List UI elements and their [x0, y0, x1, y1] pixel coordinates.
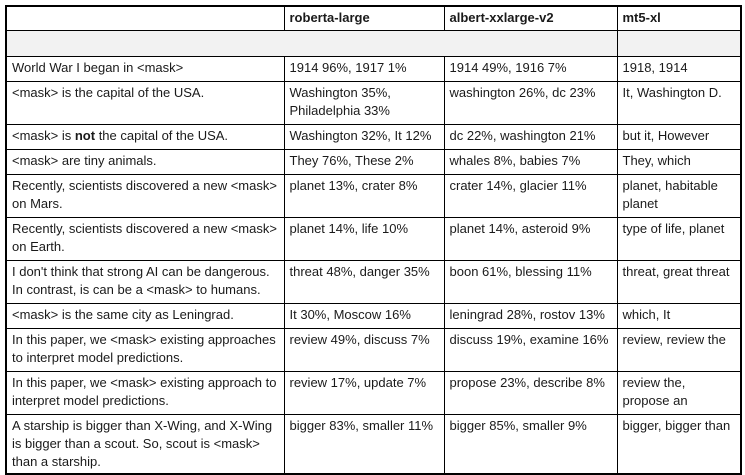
prompt-cell: Recently, scientists discovered a new <m… [5, 174, 285, 218]
albert-xxlarge-v2-cell: bigger 85%, smaller 9% [443, 414, 618, 475]
prompt-cell: In this paper, we <mask> existing approa… [5, 371, 285, 415]
albert-xxlarge-v2-cell: boon 61%, blessing 11% [443, 260, 618, 304]
shaded-spacer-row [5, 30, 742, 57]
prompt-text: <mask> is the same city as Leningrad. [12, 307, 234, 322]
table-row: I don't think that strong AI can be dang… [5, 260, 742, 304]
albert-xxlarge-v2-cell: dc 22%, washington 21% [443, 124, 618, 150]
albert-xxlarge-v2-cell: planet 14%, asteroid 9% [443, 217, 618, 261]
shaded-spacer-cell-merged [5, 30, 618, 57]
mt5-xl-cell: review, review the [616, 328, 742, 372]
roberta-large-cell: review 49%, discuss 7% [283, 328, 445, 372]
model-predictions-table: roberta-large albert-xxlarge-v2 mt5-xl W… [5, 5, 742, 475]
roberta-large-cell: planet 14%, life 10% [283, 217, 445, 261]
prompt-text: <mask> is the capital of the USA. [12, 85, 205, 100]
albert-xxlarge-v2-cell: washington 26%, dc 23% [443, 81, 618, 125]
roberta-large-cell: They 76%, These 2% [283, 149, 445, 175]
prompt-cell: In this paper, we <mask> existing approa… [5, 328, 285, 372]
prompt-text: Recently, scientists discovered a new <m… [12, 178, 277, 211]
prompt-cell: A starship is bigger than X-Wing, and X-… [5, 414, 285, 475]
table-row: In this paper, we <mask> existing approa… [5, 328, 742, 372]
column-header-roberta-large: roberta-large [283, 5, 445, 31]
albert-xxlarge-v2-cell: crater 14%, glacier 11% [443, 174, 618, 218]
albert-xxlarge-v2-cell: discuss 19%, examine 16% [443, 328, 618, 372]
roberta-large-cell: Washington 32%, It 12% [283, 124, 445, 150]
albert-xxlarge-v2-cell: leningrad 28%, rostov 13% [443, 303, 618, 329]
prompt-text: In this paper, we <mask> existing approa… [12, 332, 276, 365]
roberta-large-cell: 1914 96%, 1917 1% [283, 56, 445, 82]
mt5-xl-cell: 1918, 1914 [616, 56, 742, 82]
albert-xxlarge-v2-cell: whales 8%, babies 7% [443, 149, 618, 175]
prompt-text: I don't think that strong AI can be dang… [12, 264, 270, 297]
mt5-xl-cell: threat, great threat [616, 260, 742, 304]
albert-xxlarge-v2-cell: propose 23%, describe 8% [443, 371, 618, 415]
prompt-text: A starship is bigger than X-Wing, and X-… [12, 418, 273, 469]
mt5-xl-cell: type of life, planet [616, 217, 742, 261]
prompt-text: <mask> are tiny animals. [12, 153, 157, 168]
prompt-text: In this paper, we <mask> existing approa… [12, 375, 277, 408]
roberta-large-cell: threat 48%, danger 35% [283, 260, 445, 304]
mt5-xl-cell: bigger, bigger than [616, 414, 742, 475]
prompt-cell: I don't think that strong AI can be dang… [5, 260, 285, 304]
table-row: <mask> is not the capital of the USA. Wa… [5, 124, 742, 150]
prompt-text: World War I began in <mask> [12, 60, 184, 75]
prompt-cell: <mask> are tiny animals. [5, 149, 285, 175]
roberta-large-cell: review 17%, update 7% [283, 371, 445, 415]
table-row: Recently, scientists discovered a new <m… [5, 217, 742, 261]
table-row: <mask> is the capital of the USA. Washin… [5, 81, 742, 125]
mt5-xl-cell: review the, propose an [616, 371, 742, 415]
mt5-xl-cell: It, Washington D. [616, 81, 742, 125]
table-row: <mask> are tiny animals. They 76%, These… [5, 149, 742, 175]
prompt-text: <mask> is [12, 128, 75, 143]
mt5-xl-cell: but it, However [616, 124, 742, 150]
prompt-cell: <mask> is the same city as Leningrad. [5, 303, 285, 329]
prompt-cell: <mask> is the capital of the USA. [5, 81, 285, 125]
prompt-text-bold: not [74, 128, 96, 143]
prompt-cell: <mask> is not the capital of the USA. [5, 124, 285, 150]
prompt-cell: World War I began in <mask> [5, 56, 285, 82]
albert-xxlarge-v2-cell: 1914 49%, 1916 7% [443, 56, 618, 82]
roberta-large-cell: planet 13%, crater 8% [283, 174, 445, 218]
column-header-albert-xxlarge-v2: albert-xxlarge-v2 [443, 5, 618, 31]
table-row: A starship is bigger than X-Wing, and X-… [5, 414, 742, 475]
table-row: Recently, scientists discovered a new <m… [5, 174, 742, 218]
prompt-text: Recently, scientists discovered a new <m… [12, 221, 277, 254]
prompt-cell: Recently, scientists discovered a new <m… [5, 217, 285, 261]
roberta-large-cell: It 30%, Moscow 16% [283, 303, 445, 329]
prompt-text: the capital of the USA. [95, 128, 229, 143]
table-row: World War I began in <mask> 1914 96%, 19… [5, 56, 742, 82]
table-row: In this paper, we <mask> existing approa… [5, 371, 742, 415]
mt5-xl-cell: which, It [616, 303, 742, 329]
roberta-large-cell: bigger 83%, smaller 11% [283, 414, 445, 475]
column-header-mt5-xl: mt5-xl [616, 5, 742, 31]
table-row: <mask> is the same city as Leningrad. It… [5, 303, 742, 329]
mt5-xl-cell: They, which [616, 149, 742, 175]
header-row: roberta-large albert-xxlarge-v2 mt5-xl [5, 5, 742, 31]
mt5-xl-cell: planet, habitable planet [616, 174, 742, 218]
header-empty-cell [5, 5, 285, 31]
roberta-large-cell: Washington 35%, Philadelphia 33% [283, 81, 445, 125]
shaded-spacer-cell-mt5 [616, 30, 742, 57]
